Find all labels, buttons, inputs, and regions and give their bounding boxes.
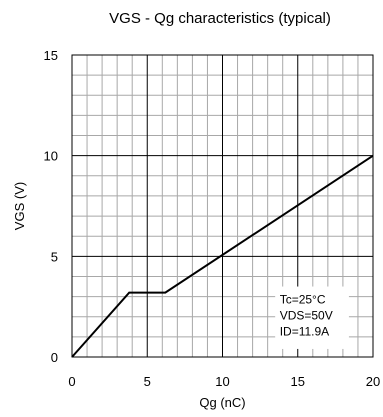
y-tick-label: 5 — [51, 249, 58, 264]
x-tick-label: 10 — [215, 374, 229, 389]
x-tick-label: 0 — [68, 374, 75, 389]
plot-frame — [71, 54, 374, 358]
y-tick-labels: 0 5 10 15 — [44, 48, 58, 365]
x-tick-labels: 0 5 10 15 20 — [68, 374, 380, 389]
condition-line: ID=11.9A — [280, 325, 329, 339]
chart-title: VGS - Qg characteristics (typical) — [109, 10, 331, 27]
x-tick-label: 15 — [291, 374, 305, 389]
condition-line: VDS=50V — [280, 309, 333, 323]
y-tick-label: 10 — [44, 149, 58, 164]
y-tick-label: 15 — [44, 48, 58, 63]
y-axis-label: VGS (V) — [12, 182, 27, 230]
x-tick-label: 20 — [366, 374, 380, 389]
vgs-qg-curve — [71, 154, 374, 358]
x-axis-label: Qg (nC) — [199, 395, 245, 410]
condition-line: Tc=25°C — [280, 293, 326, 307]
conditions-box — [275, 286, 349, 349]
conditions-annotation: Tc=25°C VDS=50V ID=11.9A — [280, 293, 333, 339]
x-tick-label: 5 — [144, 374, 151, 389]
y-tick-label: 0 — [51, 350, 58, 365]
